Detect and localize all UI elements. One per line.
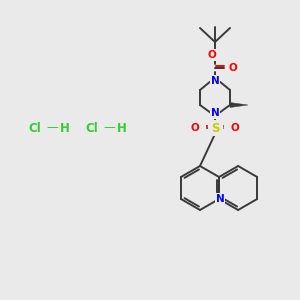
Text: N: N <box>211 76 219 86</box>
Text: Cl: Cl <box>85 122 98 134</box>
Text: N: N <box>211 108 219 118</box>
Text: Cl: Cl <box>28 122 41 134</box>
Text: H: H <box>60 122 70 134</box>
Text: H: H <box>117 122 127 134</box>
Text: O: O <box>229 63 237 73</box>
Text: —: — <box>46 122 58 134</box>
Text: —: — <box>103 122 115 134</box>
Polygon shape <box>230 103 248 107</box>
Text: O: O <box>208 50 216 60</box>
Text: O: O <box>231 123 239 133</box>
Text: O: O <box>190 123 200 133</box>
Bar <box>208 122 222 134</box>
Text: N: N <box>216 194 224 204</box>
Text: S: S <box>211 122 219 134</box>
